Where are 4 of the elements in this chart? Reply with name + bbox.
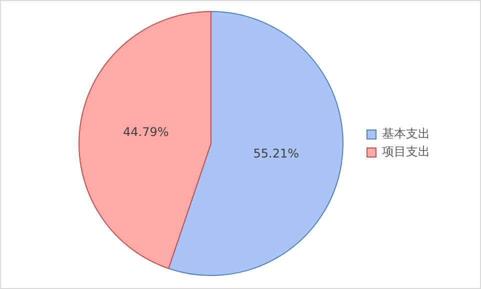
legend-label: 项目支出 bbox=[382, 144, 430, 159]
legend-label: 基本支出 bbox=[382, 126, 430, 141]
data-label: 55.21% bbox=[253, 146, 299, 160]
data-label: 44.79% bbox=[123, 124, 169, 139]
